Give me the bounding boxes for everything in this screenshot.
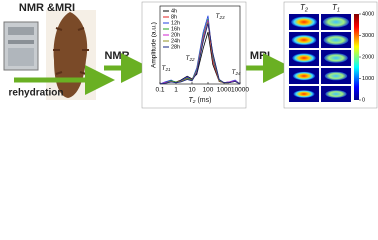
mri-column-header-sub: 1: [337, 8, 340, 14]
mri-column-header: T2: [300, 3, 309, 14]
graphical-abstract: NMR &MRI rehydration NMR MRI 0.1 1 10 100 10…: [3, 1, 378, 109]
plot-frame: [159, 5, 241, 85]
x-axis-label: T2 (ms): [189, 97, 212, 106]
mri-column-header-sub: 2: [304, 8, 309, 14]
mri-slice: [293, 90, 315, 98]
legend-label: 4h: [171, 8, 177, 14]
peak-label-main: T: [215, 13, 220, 20]
nmr-machine-photo: [3, 21, 39, 71]
colorbar: [354, 14, 359, 100]
page: {"labels": {"nmr_mri": "NMR &MRI", "rehy…: [0, 0, 378, 111]
sea-cucumber-photo: [46, 10, 96, 100]
x-tick-label: 1000: [217, 87, 232, 94]
series-line: [159, 23, 241, 85]
legend-label: 24h: [171, 38, 180, 44]
peak-label-main: T: [185, 55, 190, 62]
mri-slice: [291, 16, 317, 28]
peak-label-sub: 23: [218, 15, 225, 20]
peak-label: T22: [185, 55, 195, 62]
legend-label: 12h: [171, 20, 180, 26]
colorbar-tick-label: 4000: [362, 11, 374, 17]
x-tick-label: 10: [188, 87, 196, 94]
peak-label: T23: [215, 13, 225, 20]
peak-label: T21: [161, 65, 171, 72]
mri-slice: [323, 34, 349, 46]
peak-label-main: T: [231, 69, 236, 76]
peak-label-sub: 24: [234, 71, 241, 76]
mri-slice: [292, 71, 316, 81]
peak-label: T24: [231, 69, 241, 76]
peak-label-sub: 22: [188, 57, 195, 62]
chart-panel: [141, 1, 247, 109]
legend-label: 8h: [171, 14, 177, 20]
peak-label-main: T: [161, 65, 166, 72]
mri-slice: [325, 90, 347, 98]
mri-slice: [324, 53, 348, 63]
nmr-mri-label: NMR &MRI: [19, 2, 75, 14]
mri-slice: [324, 71, 348, 81]
mri-slice: [292, 53, 316, 63]
colorbar-tick-label: 3000: [362, 33, 374, 39]
mri-slice: [291, 34, 317, 46]
legend-label: 20h: [171, 32, 180, 38]
mri-column-header-main: T: [332, 3, 338, 12]
legend-label: 16h: [171, 26, 180, 32]
colorbar-tick-label: 1000: [362, 76, 374, 82]
rehydration-label: rehydration: [8, 88, 63, 99]
mri-column-header-main: T: [300, 3, 306, 12]
nmr-label: NMR: [104, 50, 129, 62]
x-tick-label: 0.1: [155, 87, 164, 94]
mri-slice: [323, 16, 349, 28]
legend-label: 28h: [171, 44, 180, 50]
y-axis-label: Amplitude (a.u.): [151, 22, 158, 68]
x-tick-label: 100: [203, 87, 214, 94]
x-axis-label-main: T: [189, 97, 194, 104]
x-axis-label-sub: 2: [192, 99, 196, 105]
colorbar-tick-label: 2000: [362, 54, 374, 60]
x-axis-label-unit: (ms): [196, 97, 212, 104]
x-tick-label: 10000: [231, 87, 249, 94]
peak-label-sub: 21: [164, 67, 171, 72]
mri-column-header: T1: [332, 3, 340, 14]
colorbar-tick-label: 0: [362, 97, 365, 103]
mri-label: MRI: [250, 50, 270, 62]
x-tick-label: 1: [174, 87, 178, 94]
